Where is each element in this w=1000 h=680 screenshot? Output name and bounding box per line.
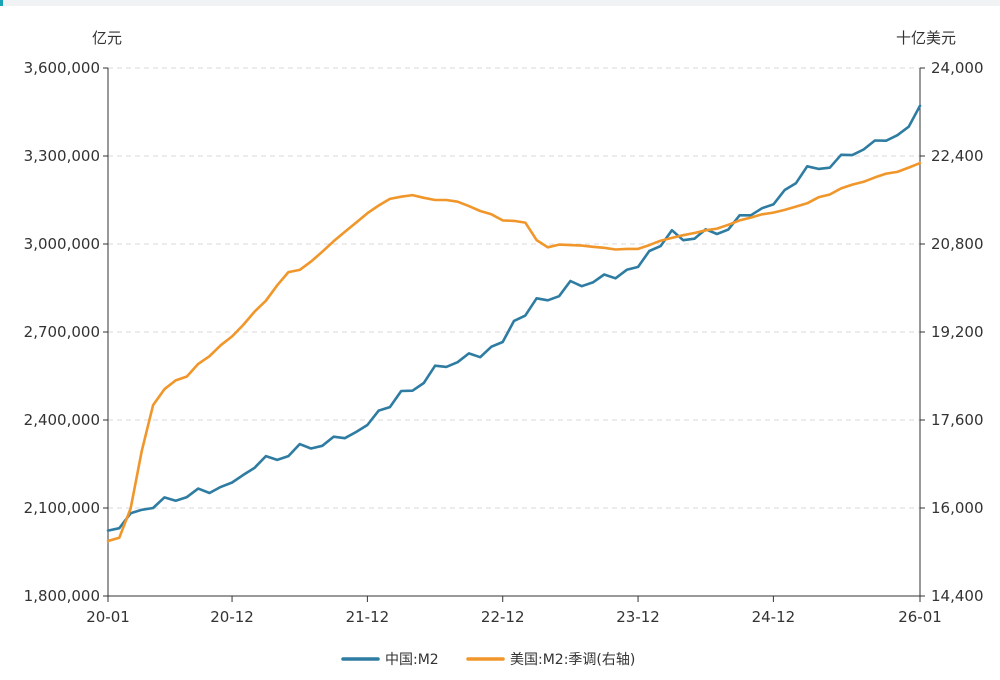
series-line-china-m2	[106, 104, 922, 532]
series-line-us-m2	[106, 161, 922, 543]
right-tick-label: 17,600	[931, 411, 984, 429]
grid-lines	[108, 67, 920, 509]
x-tick-label: 26-01	[898, 608, 942, 626]
left-tick-label: 2,700,000	[24, 323, 100, 341]
left-tick-label: 2,400,000	[24, 411, 100, 429]
right-axis-ticks: 14,400 16,000 17,600 19,200 20,800 22,400 24,0…	[920, 59, 984, 605]
x-axis-ticks: 20-01 20-12 21-12 22-12 23-12 24-12 26-01	[86, 596, 942, 626]
right-tick-label: 24,000	[931, 59, 984, 77]
left-tick-label: 3,000,000	[24, 235, 100, 253]
x-tick-label: 20-12	[210, 608, 254, 626]
x-tick-label: 23-12	[616, 608, 660, 626]
left-axis-unit: 亿元	[92, 29, 122, 47]
legend-label-china-m2: 中国:M2	[385, 652, 439, 668]
x-tick-label: 22-12	[481, 608, 525, 626]
left-tick-label: 3,300,000	[24, 147, 100, 165]
window-top-strip	[0, 0, 1000, 6]
left-tick-label: 2,100,000	[24, 499, 100, 517]
left-tick-label: 1,800,000	[24, 587, 100, 605]
left-tick-label: 3,600,000	[24, 59, 100, 77]
x-tick-label: 21-12	[346, 608, 390, 626]
window-accent-mark	[0, 0, 3, 6]
legend-item-china-m2[interactable]: 中国:M2	[341, 652, 439, 668]
x-tick-label: 20-01	[86, 608, 130, 626]
right-tick-label: 14,400	[931, 587, 984, 605]
legend-item-us-m2[interactable]: 美国:M2:季调(右轴)	[466, 652, 635, 668]
right-tick-label: 19,200	[931, 323, 984, 341]
left-axis-ticks: 1,800,000 2,100,000 2,400,000 2,700,000 3,00…	[24, 59, 108, 605]
right-tick-label: 16,000	[931, 499, 984, 517]
legend-label-us-m2: 美国:M2:季调(右轴)	[510, 652, 635, 668]
right-tick-label: 20,800	[931, 235, 984, 253]
x-tick-label: 24-12	[752, 608, 796, 626]
right-tick-label: 22,400	[931, 147, 984, 165]
right-axis-unit: 十亿美元	[896, 29, 956, 47]
legend: 中国:M2 美国:M2:季调(右轴)	[341, 652, 635, 668]
series-layer	[106, 104, 922, 543]
